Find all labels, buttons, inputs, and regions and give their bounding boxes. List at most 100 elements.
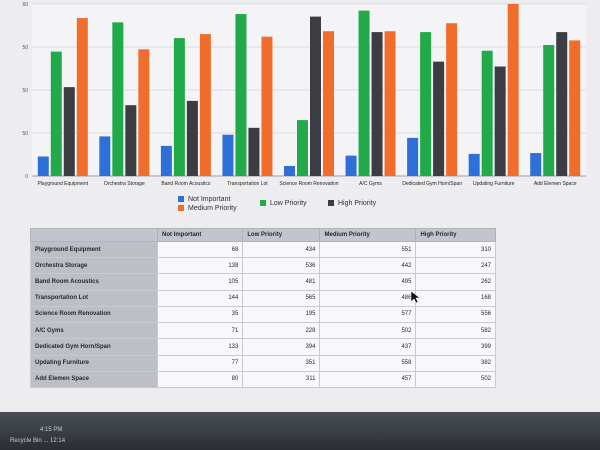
bar-not-important: [99, 136, 111, 176]
table-cell: 577: [319, 305, 417, 324]
x-tick-label: Playground Equipment: [37, 181, 88, 187]
table-cell: 71: [156, 322, 244, 340]
legend-swatch: [260, 200, 266, 207]
row-label: A/C Gyms: [30, 322, 158, 340]
bar-high-priority: [494, 66, 506, 176]
x-tick-label: Add Elemen Space: [534, 181, 577, 187]
bar-medium-priority: [507, 4, 519, 176]
bar-medium-priority: [261, 36, 273, 177]
bar-not-important: [407, 137, 419, 176]
legend-swatch: [328, 200, 334, 207]
x-tick-label: Updating Furniture: [473, 181, 515, 187]
bar-high-priority: [125, 105, 137, 176]
table-row: Science Room Renovation 35 195 577 556: [30, 305, 496, 324]
column-header-medium-priority: Medium Priority: [319, 228, 417, 242]
bar-not-important: [468, 153, 480, 176]
table-cell: 138: [156, 257, 244, 275]
table-cell: 262: [415, 273, 496, 291]
table-cell: 311: [242, 370, 321, 389]
table-row: Playground Equipment 68 434 551 310: [30, 240, 496, 259]
bar-low-priority: [481, 50, 493, 176]
bar-high-priority: [433, 61, 445, 177]
table-cell: 556: [415, 305, 496, 324]
taskbar-caption: Recycle Bin ... 12:14: [10, 438, 66, 444]
bar-low-priority: [543, 44, 555, 176]
table-cell: 502: [415, 370, 496, 389]
row-label: Add Elemen Space: [30, 370, 158, 389]
table-cell: 168: [415, 289, 496, 307]
table-cell: 351: [242, 354, 321, 372]
table-cell: 35: [156, 305, 244, 324]
taskbar: 4:15 PM Recycle Bin ... 12:14: [0, 412, 600, 450]
bar-chart: 0 50 50 50 60 Playground Equipment Orchestra S…: [22, 2, 586, 187]
row-label: Science Room Renovation: [30, 305, 158, 324]
y-tick-label: 50: [22, 88, 28, 94]
table-cell: 228: [242, 322, 321, 340]
table-row: Dedicated Gym Horn/Span 133 394 437 399: [30, 338, 496, 356]
table-cell: 481: [242, 273, 321, 291]
table-cell: 133: [156, 338, 244, 356]
table-cell: 80: [156, 370, 244, 389]
table-header-row: Not Important Low Priority Medium Priori…: [30, 228, 496, 242]
column-header-not-important: Not Important: [156, 228, 244, 242]
table-row: Orchestra Storage 138 536 442 247: [30, 257, 496, 275]
bar-high-priority: [248, 127, 260, 176]
x-tick-label: A/C Gyms: [359, 181, 382, 187]
column-header-low-priority: Low Priority: [242, 228, 321, 242]
x-tick-label: Science Room Renovation: [279, 181, 338, 187]
row-label: Updating Furniture: [30, 354, 158, 372]
bar-low-priority: [173, 38, 185, 176]
table-cell: 495: [319, 273, 417, 291]
table-cell: 486: [319, 289, 417, 307]
table-cell: 457: [319, 370, 417, 389]
table-cell: 437: [319, 338, 417, 356]
bar-low-priority: [50, 51, 62, 176]
legend-swatch: [178, 205, 184, 212]
taskbar-clock: 4:15 PM: [40, 427, 63, 433]
row-label: Dedicated Gym Horn/Span: [30, 338, 158, 356]
legend-entry-not-important: Not Important: [178, 196, 230, 203]
table-cell: 558: [319, 354, 417, 372]
x-tick-label: Transportation Lot: [227, 181, 268, 187]
bar-medium-priority: [569, 40, 581, 177]
legend-label: High Priority: [338, 200, 377, 207]
table-cell: 399: [415, 338, 496, 356]
row-label: Transportation Lot: [30, 289, 158, 307]
table-cell: 144: [156, 289, 244, 307]
bar-medium-priority: [199, 34, 211, 176]
column-header-high-priority: High Priority: [415, 228, 496, 242]
table-cell: 382: [415, 354, 496, 372]
bar-low-priority: [297, 120, 308, 176]
y-tick-label: 50: [22, 131, 28, 137]
table-cell: 394: [242, 338, 321, 356]
table-cell: 434: [242, 240, 321, 259]
bar-medium-priority: [76, 18, 88, 177]
table-cell: 551: [319, 240, 417, 259]
bar-high-priority: [310, 16, 321, 177]
legend-swatch: [178, 196, 184, 203]
x-tick-label: Band Room Acoustics: [161, 181, 210, 187]
x-tick-label: Dedicated Gym Horn/Span: [402, 181, 462, 187]
screen: 0 50 50 50 60 Playground Equipment Orchestra S…: [0, 0, 600, 418]
bar-not-important: [284, 165, 295, 176]
legend-entry-low-priority: Low Priority: [260, 200, 307, 207]
table-row: A/C Gyms 71 228 502 582: [30, 322, 496, 340]
bar-medium-priority: [384, 31, 396, 176]
table-cell: 68: [156, 240, 244, 259]
table-cell: 502: [319, 322, 417, 340]
bar-not-important: [160, 145, 172, 176]
bar-low-priority: [235, 14, 247, 177]
table-cell: 247: [415, 257, 496, 275]
y-tick-label: 60: [22, 2, 28, 8]
x-tick-label: Orchestra Storage: [104, 181, 145, 187]
table-cell: 105: [156, 273, 244, 291]
bar-not-important: [222, 134, 234, 176]
bar-low-priority: [420, 32, 432, 176]
table-row: Updating Furniture 77 351 558 382: [30, 354, 496, 372]
bar-high-priority: [63, 87, 75, 176]
bar-not-important: [530, 153, 542, 176]
table-cell: 77: [156, 354, 244, 372]
legend-label: Medium Priority: [188, 205, 237, 212]
bar-medium-priority: [138, 49, 150, 176]
y-tick-label: 0: [25, 174, 28, 180]
